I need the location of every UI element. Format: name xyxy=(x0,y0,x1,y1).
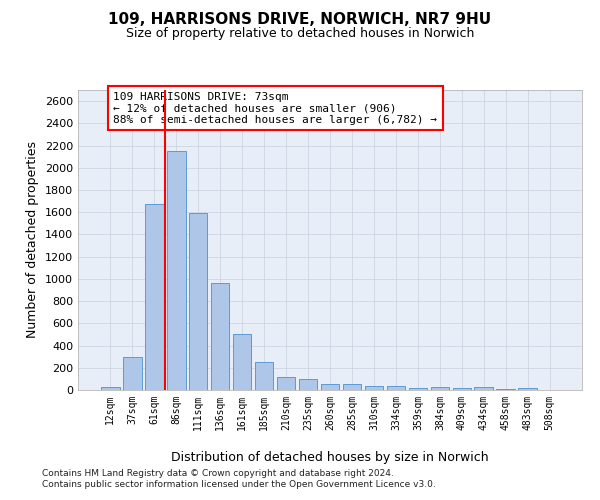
Bar xyxy=(431,386,449,390)
Bar xyxy=(299,379,317,390)
Bar xyxy=(320,384,340,390)
Bar xyxy=(409,388,427,390)
Y-axis label: Number of detached properties: Number of detached properties xyxy=(26,142,40,338)
Text: 109, HARRISONS DRIVE, NORWICH, NR7 9HU: 109, HARRISONS DRIVE, NORWICH, NR7 9HU xyxy=(109,12,491,28)
Bar xyxy=(211,284,229,390)
Bar xyxy=(452,388,471,390)
Bar xyxy=(343,384,361,390)
Bar xyxy=(518,388,537,390)
Text: Size of property relative to detached houses in Norwich: Size of property relative to detached ho… xyxy=(126,28,474,40)
Bar xyxy=(189,213,208,390)
Bar xyxy=(123,356,142,390)
Bar xyxy=(101,387,119,390)
Bar xyxy=(277,376,295,390)
Text: Distribution of detached houses by size in Norwich: Distribution of detached houses by size … xyxy=(171,451,489,464)
Text: Contains public sector information licensed under the Open Government Licence v3: Contains public sector information licen… xyxy=(42,480,436,489)
Bar xyxy=(475,386,493,390)
Text: Contains HM Land Registry data © Crown copyright and database right 2024.: Contains HM Land Registry data © Crown c… xyxy=(42,468,394,477)
Text: 109 HARRISONS DRIVE: 73sqm
← 12% of detached houses are smaller (906)
88% of sem: 109 HARRISONS DRIVE: 73sqm ← 12% of deta… xyxy=(113,92,437,124)
Bar xyxy=(167,151,185,390)
Bar xyxy=(145,204,164,390)
Bar xyxy=(386,386,405,390)
Bar xyxy=(233,334,251,390)
Bar xyxy=(365,386,383,390)
Bar xyxy=(255,362,274,390)
